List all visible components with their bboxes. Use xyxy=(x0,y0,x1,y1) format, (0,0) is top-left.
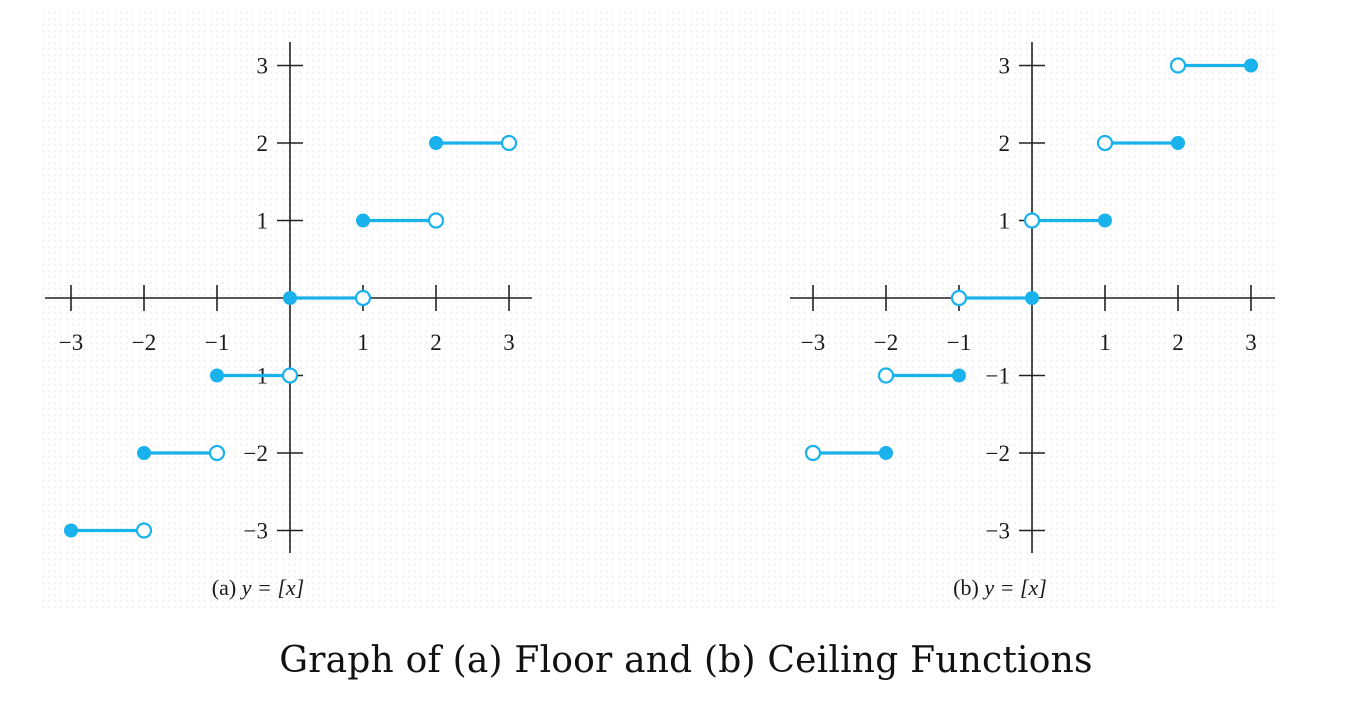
x-tick-label: 2 xyxy=(1172,330,1184,355)
step-segment xyxy=(877,367,966,384)
y-tick-label: 1 xyxy=(999,209,1011,234)
step-segment xyxy=(1023,212,1112,229)
open-endpoint xyxy=(427,212,445,229)
step-segment xyxy=(210,367,299,384)
step-segment xyxy=(356,212,445,229)
open-endpoint xyxy=(1023,212,1041,229)
y-tick-label: 3 xyxy=(257,54,269,79)
open-endpoint xyxy=(500,134,518,152)
panel-label: (a) y = [x] xyxy=(212,575,304,600)
open-endpoint xyxy=(877,367,895,384)
open-endpoint xyxy=(281,367,299,384)
open-endpoint xyxy=(208,444,226,462)
y-tick-label: −3 xyxy=(244,519,268,544)
graph-panel xyxy=(40,10,1275,610)
closed-endpoint xyxy=(1025,291,1039,305)
closed-endpoint xyxy=(283,291,297,305)
step-segment xyxy=(950,289,1039,307)
x-tick-label: 3 xyxy=(503,330,515,355)
x-tick-label: 1 xyxy=(357,330,369,355)
panel-letter: (a) xyxy=(212,575,242,600)
panel-b: −3 −2 −1 1 2 3 −3 −2 −1 1 2 3 (b) y = [x] xyxy=(790,42,1275,600)
closed-endpoint xyxy=(356,213,370,228)
closed-endpoint xyxy=(879,446,893,460)
step-segment xyxy=(429,134,518,152)
y-tick-label: 1 xyxy=(257,209,269,234)
step-segment xyxy=(64,522,153,539)
x-tick-label: −3 xyxy=(59,330,83,355)
closed-endpoint xyxy=(210,368,224,383)
x-tick-label: 1 xyxy=(1099,330,1111,355)
x-tick-label: 2 xyxy=(430,330,442,355)
step-segment xyxy=(1169,57,1258,74)
y-tick-label: −2 xyxy=(244,441,268,466)
y-tick-label: 2 xyxy=(999,131,1011,156)
step-segment xyxy=(804,444,893,462)
closed-endpoint xyxy=(64,523,78,538)
x-tick-label: −3 xyxy=(801,330,825,355)
panel-label: (b) y = [x] xyxy=(953,575,1047,600)
x-tick-label: −1 xyxy=(947,330,971,355)
x-tick-label: −2 xyxy=(874,330,898,355)
figure-caption: Graph of (a) Floor and (b) Ceiling Funct… xyxy=(279,640,1093,681)
step-segment xyxy=(283,289,372,307)
closed-endpoint xyxy=(1171,136,1185,150)
step-segment xyxy=(1096,134,1185,152)
y-tick-label: −3 xyxy=(986,519,1010,544)
closed-endpoint xyxy=(1244,58,1258,73)
open-endpoint xyxy=(135,522,153,539)
panel-equation: y = [x] xyxy=(982,575,1047,600)
open-endpoint xyxy=(804,444,822,462)
open-endpoint xyxy=(1096,134,1114,152)
step-segment xyxy=(137,444,226,462)
y-tick-label: −2 xyxy=(986,441,1010,466)
closed-endpoint xyxy=(952,368,966,383)
x-tick-label: 3 xyxy=(1245,330,1257,355)
open-endpoint xyxy=(354,289,372,307)
panel-equation: y = [x] xyxy=(240,575,305,600)
closed-endpoint xyxy=(1098,213,1112,228)
closed-endpoint xyxy=(137,446,151,460)
y-tick-label: 3 xyxy=(999,54,1011,79)
y-tick-label: 2 xyxy=(257,131,269,156)
x-tick-label: −2 xyxy=(132,330,156,355)
panel-letter: (b) xyxy=(953,575,984,600)
closed-endpoint xyxy=(429,136,443,150)
open-endpoint xyxy=(950,289,968,307)
open-endpoint xyxy=(1169,57,1187,74)
y-tick-label: −1 xyxy=(986,364,1010,389)
x-tick-label: −1 xyxy=(205,330,229,355)
